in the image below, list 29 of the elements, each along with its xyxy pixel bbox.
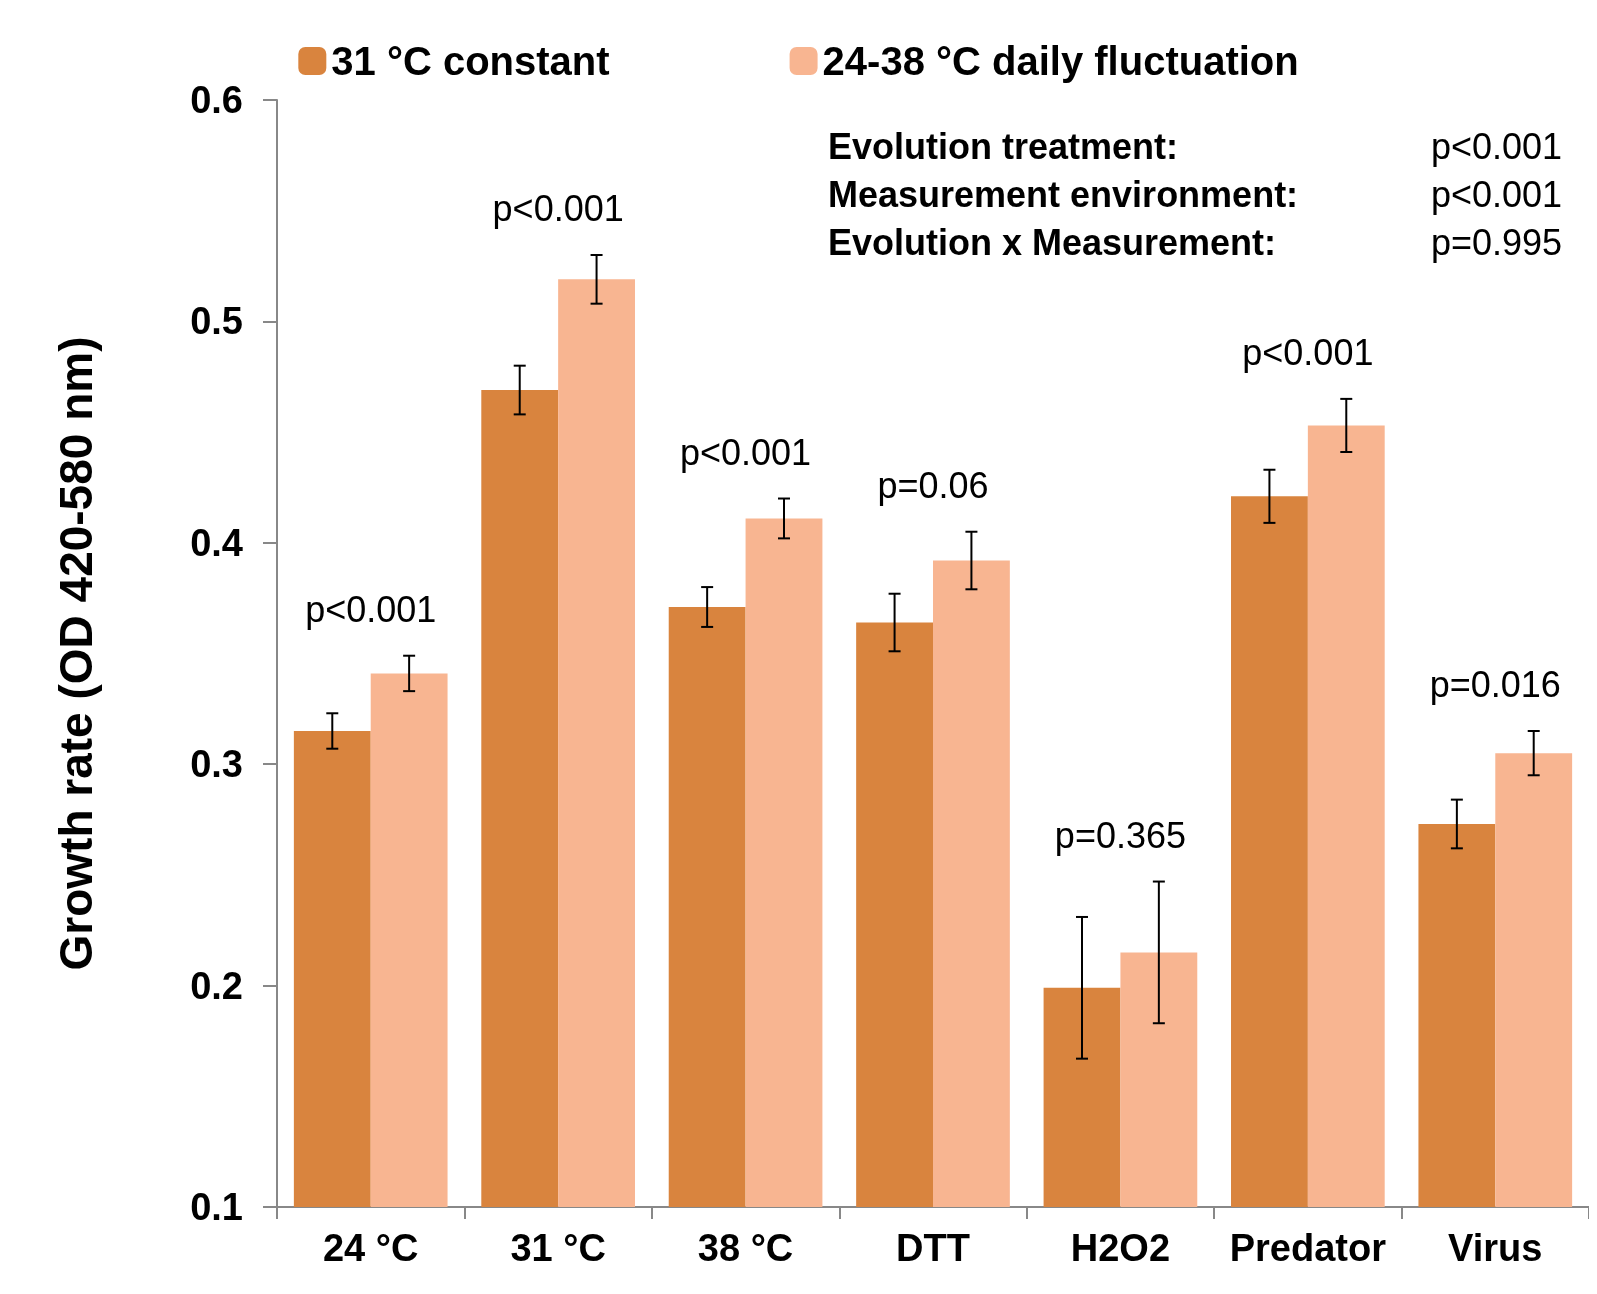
annotation: Evolution x Measurement: — [828, 221, 1277, 263]
annotation: p=0.995 — [1431, 221, 1563, 263]
legend-label: 24-38 °C daily fluctuation — [822, 39, 1299, 83]
x-tick-label: DTT — [896, 1227, 970, 1269]
annotation: Measurement environment: — [828, 173, 1299, 215]
annotation: p<0.001 — [492, 188, 624, 230]
y-tick-label: 0.4 — [190, 521, 243, 564]
x-tick-label: 38 °C — [697, 1227, 794, 1269]
annotation: p=0.06 — [877, 465, 989, 507]
y-tick-label: 0.1 — [190, 1186, 243, 1228]
y-tick-label: 0.2 — [190, 964, 243, 1007]
y-tick-label: 0.3 — [190, 743, 243, 786]
y-tick-label: 0.6 — [190, 79, 243, 121]
annotation: p=0.016 — [1429, 664, 1561, 706]
x-tick-label: Predator — [1229, 1227, 1387, 1269]
legend-label: 31 °C constant — [331, 39, 610, 83]
y-tick-label: 0.5 — [190, 300, 243, 343]
annotation: p<0.001 — [680, 432, 812, 474]
x-tick-label: H2O2 — [1070, 1227, 1171, 1269]
x-tick-label: 24 °C — [322, 1227, 419, 1269]
annotation: p<0.001 — [1242, 332, 1374, 374]
annotation: p=0.365 — [1054, 815, 1186, 857]
y-axis-title: Growth rate (OD 420-580 nm) — [50, 336, 102, 971]
annotation: Evolution treatment: — [828, 125, 1179, 167]
x-tick-label: Virus — [1448, 1227, 1543, 1269]
annotation: p<0.001 — [305, 589, 437, 631]
annotation: p<0.001 — [1431, 125, 1563, 167]
x-tick-label: 31 °C — [510, 1227, 606, 1269]
annotation: p<0.001 — [1431, 173, 1563, 215]
